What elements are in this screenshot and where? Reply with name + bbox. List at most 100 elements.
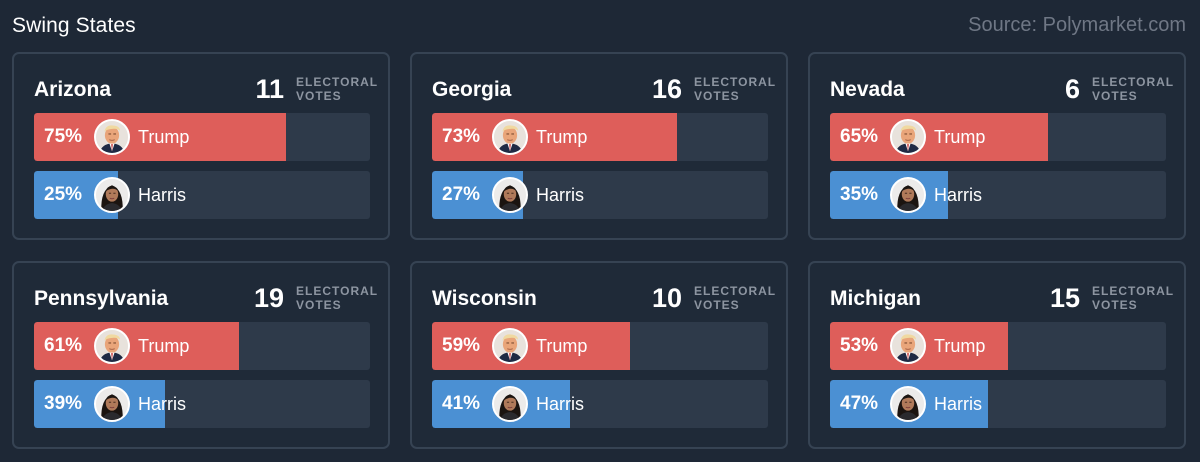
trump-bar-content: 61% Trump	[34, 322, 189, 370]
harris-bar-content: 27% Harris	[432, 171, 584, 219]
harris-bar-track: 41% Harris	[432, 380, 768, 428]
electoral-votes-label: ELECTORAL VOTES	[694, 75, 784, 103]
state-name: Nevada	[830, 78, 905, 101]
harris-bar-track: 25% Harris	[34, 171, 370, 219]
electoral-votes-count: 10	[651, 283, 682, 313]
trump-bar-track: 61% Trump	[34, 322, 370, 370]
harris-bar-track: 27% Harris	[432, 171, 768, 219]
harris-bar-track: 35% Harris	[830, 171, 1166, 219]
electoral-votes-label: ELECTORAL VOTES	[694, 284, 784, 312]
electoral-votes-count: 19	[253, 283, 284, 313]
trump-bar-content: 65% Trump	[830, 113, 985, 161]
harris-bar-content: 25% Harris	[34, 171, 186, 219]
harris-percent-label: 25%	[44, 184, 83, 205]
trump-name-label: Trump	[934, 335, 986, 356]
trump-percent-label: 75%	[44, 126, 83, 147]
trump-portrait-icon	[890, 328, 926, 364]
trump-bar-track: 59% Trump	[432, 322, 768, 370]
harris-bar-content: 47% Harris	[830, 380, 982, 428]
trump-percent-label: 59%	[442, 335, 481, 356]
trump-bar-content: 53% Trump	[830, 322, 985, 370]
trump-name-label: Trump	[536, 335, 588, 356]
harris-portrait-icon	[492, 386, 528, 422]
electoral-votes-label: ELECTORAL VOTES	[296, 75, 386, 103]
harris-portrait-icon	[94, 386, 130, 422]
trump-bar	[34, 113, 286, 161]
harris-name-label: Harris	[934, 184, 982, 205]
harris-name-label: Harris	[536, 184, 584, 205]
electoral-label-line2: VOTES	[296, 298, 342, 312]
page-title: Swing States	[12, 14, 136, 37]
trump-bar	[432, 113, 678, 161]
trump-name-label: Trump	[138, 126, 190, 147]
electoral-label-line1: ELECTORAL	[296, 75, 379, 89]
trump-bar-track: 53% Trump	[830, 322, 1166, 370]
electoral-label-line1: ELECTORAL	[1092, 75, 1175, 89]
electoral-label-line2: VOTES	[1092, 89, 1138, 103]
harris-portrait-icon	[94, 177, 130, 213]
trump-bar-content: 75% Trump	[34, 113, 189, 161]
state-card-nevada: Nevada 6 ELECTORAL VOTES 65% Trump 35% Harris	[808, 52, 1186, 240]
trump-percent-label: 53%	[840, 335, 879, 356]
electoral-votes-count: 11	[255, 74, 284, 104]
electoral-votes-count: 16	[651, 74, 682, 104]
electoral-label-line1: ELECTORAL	[694, 75, 777, 89]
electoral-label-line2: VOTES	[296, 89, 342, 103]
harris-bar-track: 47% Harris	[830, 380, 1166, 428]
harris-portrait-icon	[492, 177, 528, 213]
trump-bar-track: 75% Trump	[34, 113, 370, 161]
harris-portrait-icon	[890, 177, 926, 213]
state-card-wisconsin: Wisconsin 10 ELECTORAL VOTES 59% Trump 41% Harr…	[410, 261, 788, 449]
trump-name-label: Trump	[536, 126, 588, 147]
harris-bar-content: 41% Harris	[432, 380, 584, 428]
harris-percent-label: 41%	[442, 393, 481, 414]
electoral-label-line2: VOTES	[694, 298, 740, 312]
harris-percent-label: 47%	[840, 393, 879, 414]
trump-portrait-icon	[492, 328, 528, 364]
electoral-votes-label: ELECTORAL VOTES	[1092, 284, 1182, 312]
harris-bar	[830, 171, 948, 219]
trump-bar	[34, 322, 239, 370]
electoral-label-line1: ELECTORAL	[694, 284, 777, 298]
harris-bar-track: 39% Harris	[34, 380, 370, 428]
electoral-votes-label: ELECTORAL VOTES	[296, 284, 386, 312]
state-card-arizona: Arizona 11 ELECTORAL VOTES 75% Trump 25% Harris	[12, 52, 390, 240]
harris-percent-label: 35%	[840, 184, 879, 205]
electoral-votes-label: ELECTORAL VOTES	[1092, 75, 1182, 103]
state-name: Georgia	[432, 78, 512, 101]
trump-portrait-icon	[890, 119, 926, 155]
trump-bar-track: 73% Trump	[432, 113, 768, 161]
electoral-label-line2: VOTES	[694, 89, 740, 103]
trump-percent-label: 73%	[442, 126, 481, 147]
source-label: Source: Polymarket.com	[968, 14, 1186, 36]
trump-percent-label: 65%	[840, 126, 879, 147]
electoral-votes-count: 6	[1064, 74, 1080, 104]
trump-bar-track: 65% Trump	[830, 113, 1166, 161]
trump-bar-content: 73% Trump	[432, 113, 587, 161]
trump-portrait-icon	[492, 119, 528, 155]
harris-portrait-icon	[890, 386, 926, 422]
state-grid: Arizona 11 ELECTORAL VOTES 75% Trump 25% Harris…	[12, 52, 1188, 449]
trump-portrait-icon	[94, 328, 130, 364]
trump-bar-content: 59% Trump	[432, 322, 587, 370]
electoral-label-line1: ELECTORAL	[1092, 284, 1175, 298]
state-card-michigan: Michigan 15 ELECTORAL VOTES 53% Trump 47% Harri…	[808, 261, 1186, 449]
trump-name-label: Trump	[934, 126, 986, 147]
state-name: Arizona	[34, 78, 112, 101]
harris-bar-content: 35% Harris	[830, 171, 982, 219]
electoral-label-line2: VOTES	[1092, 298, 1138, 312]
harris-percent-label: 27%	[442, 184, 481, 205]
state-name: Pennsylvania	[34, 287, 169, 310]
electoral-votes-count: 15	[1049, 283, 1080, 313]
harris-name-label: Harris	[138, 393, 186, 414]
trump-portrait-icon	[94, 119, 130, 155]
electoral-label-line1: ELECTORAL	[296, 284, 379, 298]
trump-percent-label: 61%	[44, 335, 83, 356]
harris-name-label: Harris	[138, 184, 186, 205]
state-card-georgia: Georgia 16 ELECTORAL VOTES 73% Trump 27% Harris	[410, 52, 788, 240]
trump-bar	[432, 322, 631, 370]
trump-bar	[830, 113, 1049, 161]
state-name: Michigan	[830, 287, 922, 310]
state-card-pennsylvania: Pennsylvania 19 ELECTORAL VOTES 61% Trump 39% H…	[12, 261, 390, 449]
state-name: Wisconsin	[432, 287, 537, 310]
